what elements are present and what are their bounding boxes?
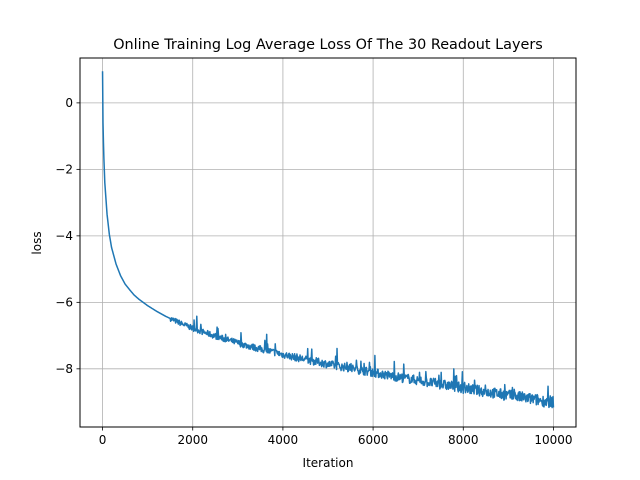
grid — [80, 58, 576, 427]
y-tick-label: −2 — [55, 163, 73, 177]
x-tick-label: 10000 — [534, 433, 572, 447]
x-axis-label: Iteration — [303, 456, 354, 470]
chart-title: Online Training Log Average Loss Of The … — [113, 37, 543, 53]
y-axis: 0 −2 −4 −6 −8 — [55, 96, 80, 376]
x-tick-label: 2000 — [177, 433, 208, 447]
plot-frame — [79, 57, 577, 428]
y-tick-label: −4 — [55, 229, 73, 243]
x-tick-label: 0 — [99, 433, 107, 447]
y-tick-label: −8 — [55, 362, 73, 376]
x-axis: 0 2000 4000 6000 8000 10000 — [99, 427, 573, 447]
x-tick-label: 8000 — [448, 433, 479, 447]
series-layer — [101, 71, 555, 409]
y-tick-label: 0 — [65, 96, 73, 110]
y-tick-label: −6 — [55, 296, 73, 310]
y-axis-label: loss — [30, 231, 44, 254]
x-tick-label: 6000 — [358, 433, 389, 447]
x-tick-label: 4000 — [268, 433, 299, 447]
loss-series-line — [101, 71, 555, 409]
